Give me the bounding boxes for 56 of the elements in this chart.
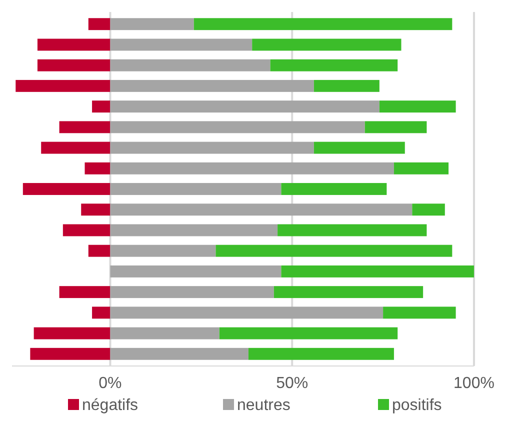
bar <box>92 100 110 113</box>
bar <box>248 348 394 360</box>
bar <box>92 306 110 319</box>
bar <box>383 306 456 319</box>
bar <box>110 348 248 360</box>
bar <box>314 142 405 154</box>
bar <box>88 244 110 257</box>
bar <box>194 18 452 30</box>
bar <box>216 244 452 257</box>
bar <box>270 59 398 72</box>
bar <box>110 306 384 319</box>
bar <box>110 18 194 30</box>
bar <box>364 121 427 134</box>
bar <box>37 38 110 51</box>
bar <box>252 38 402 51</box>
bar <box>110 100 380 113</box>
bar <box>278 224 427 236</box>
bar <box>110 286 274 298</box>
bar <box>379 100 456 113</box>
bar <box>110 38 252 51</box>
bar <box>394 162 449 174</box>
bar <box>59 121 110 134</box>
bar <box>281 265 474 278</box>
bar <box>110 121 365 134</box>
bar <box>110 80 314 92</box>
bar <box>110 162 394 174</box>
bar <box>412 204 445 216</box>
bar <box>62 224 110 236</box>
x-tick-label: 100% <box>454 375 494 392</box>
bar <box>110 142 314 154</box>
bar <box>34 327 110 340</box>
bar <box>84 162 110 174</box>
bar <box>88 18 110 30</box>
x-tick-label: 50% <box>276 375 308 392</box>
bar <box>281 183 387 195</box>
legend-label: neutres <box>237 397 290 414</box>
bar <box>22 183 110 195</box>
bar <box>110 224 278 236</box>
bar <box>314 80 380 92</box>
bar <box>30 348 110 360</box>
bar <box>219 327 398 340</box>
bar <box>110 59 270 72</box>
bar <box>81 204 110 216</box>
bar <box>16 80 110 92</box>
bar <box>110 204 412 216</box>
legend-label: négatifs <box>82 397 138 414</box>
bar <box>110 327 220 340</box>
x-tick-label: 0% <box>98 375 122 392</box>
bar <box>274 286 424 298</box>
bar <box>41 142 110 154</box>
bar <box>110 244 216 257</box>
bar <box>37 59 110 72</box>
bar <box>110 183 282 195</box>
bar <box>59 286 110 298</box>
bar <box>110 265 282 278</box>
legend-label: positifs <box>392 397 442 414</box>
